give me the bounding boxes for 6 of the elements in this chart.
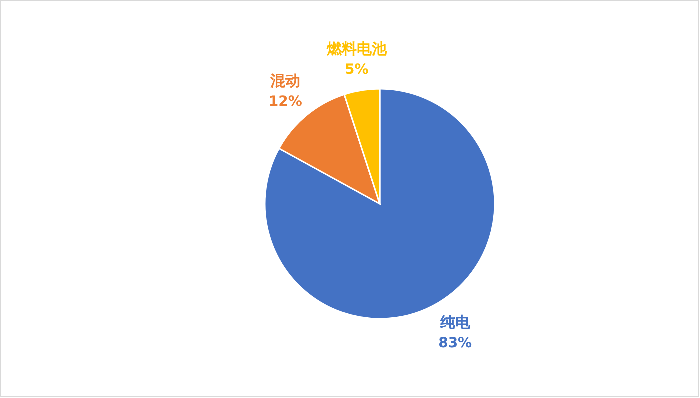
slice-label: 混动: [270, 72, 301, 90]
slice-label: 燃料电池: [326, 40, 388, 58]
data-label: 12%: [268, 94, 302, 110]
data-label: 83%: [438, 335, 472, 352]
data-label: 5%: [344, 62, 369, 78]
slice-label: 纯电: [439, 313, 472, 332]
